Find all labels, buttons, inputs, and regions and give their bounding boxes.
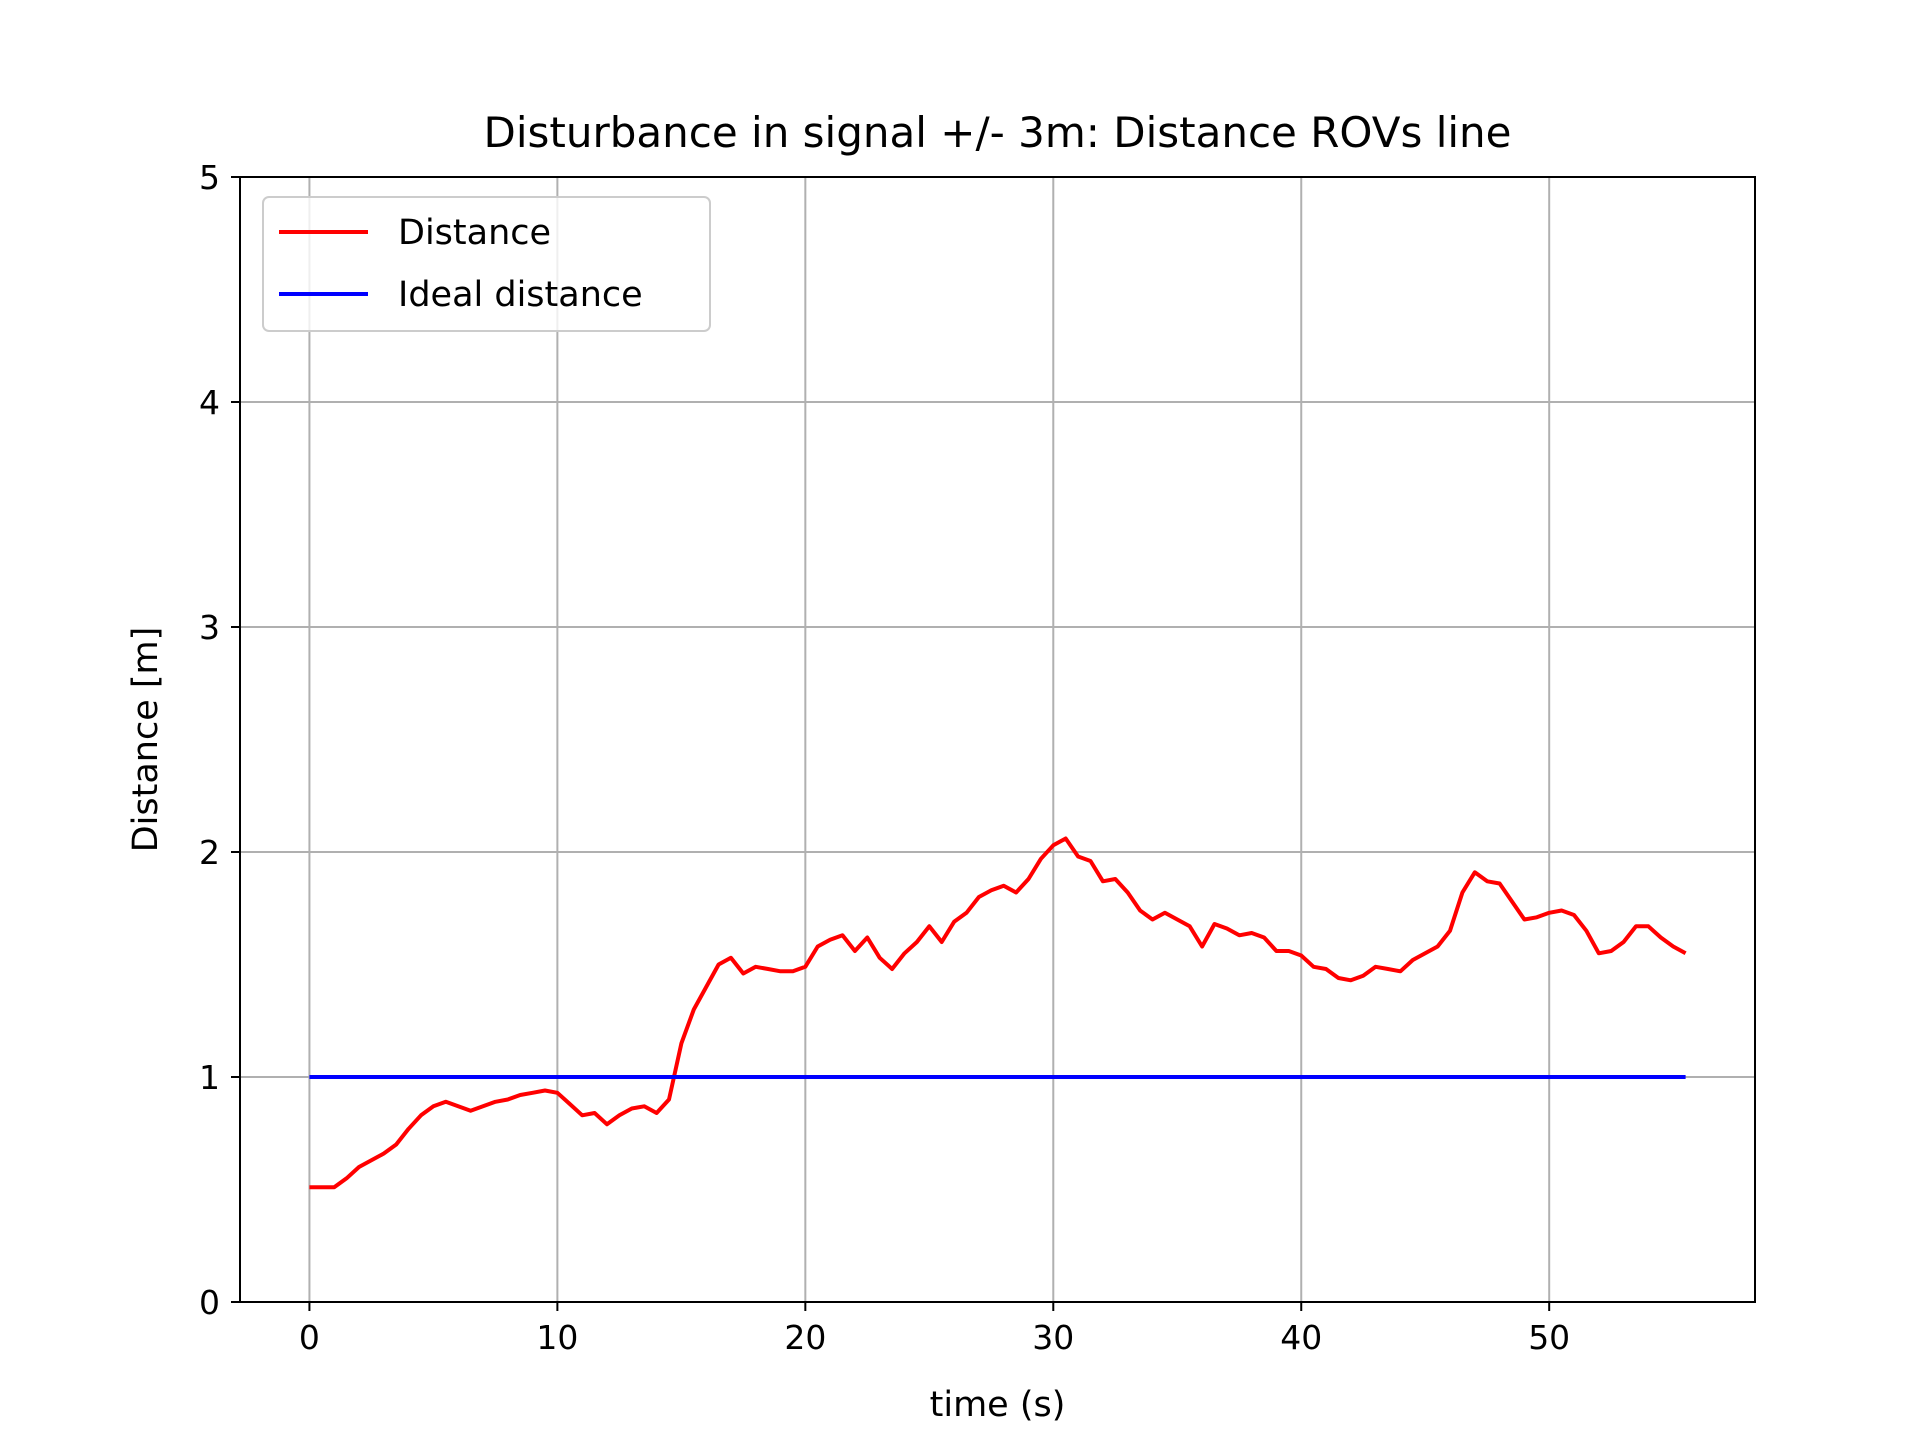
y-tick-label: 2 (199, 833, 220, 872)
y-tick-label: 0 (199, 1283, 220, 1322)
legend: Distance Ideal distance (262, 196, 711, 332)
legend-box (262, 196, 711, 332)
chart-title: Disturbance in signal +/- 3m: Distance R… (483, 108, 1511, 157)
y-axis-label: Distance [m] (126, 627, 166, 853)
legend-label-ideal-distance: Ideal distance (398, 275, 643, 315)
y-tick-label: 4 (199, 383, 220, 422)
axis-ticks: 0 10 20 30 40 50 0 1 2 3 4 5 (199, 158, 1570, 1357)
x-tick-label: 50 (1528, 1318, 1570, 1357)
x-axis-label: time (s) (930, 1385, 1066, 1425)
x-tick-label: 10 (536, 1318, 578, 1357)
y-tick-label: 1 (199, 1058, 220, 1097)
legend-label-distance: Distance (398, 213, 551, 253)
x-tick-label: 40 (1280, 1318, 1322, 1357)
axes-frame (239, 176, 1756, 1303)
plot-lines (309, 836, 1687, 1190)
x-tick-label: 20 (784, 1318, 826, 1357)
y-tick-label: 5 (199, 158, 220, 197)
x-tick-label: 30 (1032, 1318, 1074, 1357)
x-tick-label: 0 (299, 1318, 320, 1357)
series-line-distance (309, 836, 1687, 1190)
y-tick-label: 3 (199, 608, 220, 647)
